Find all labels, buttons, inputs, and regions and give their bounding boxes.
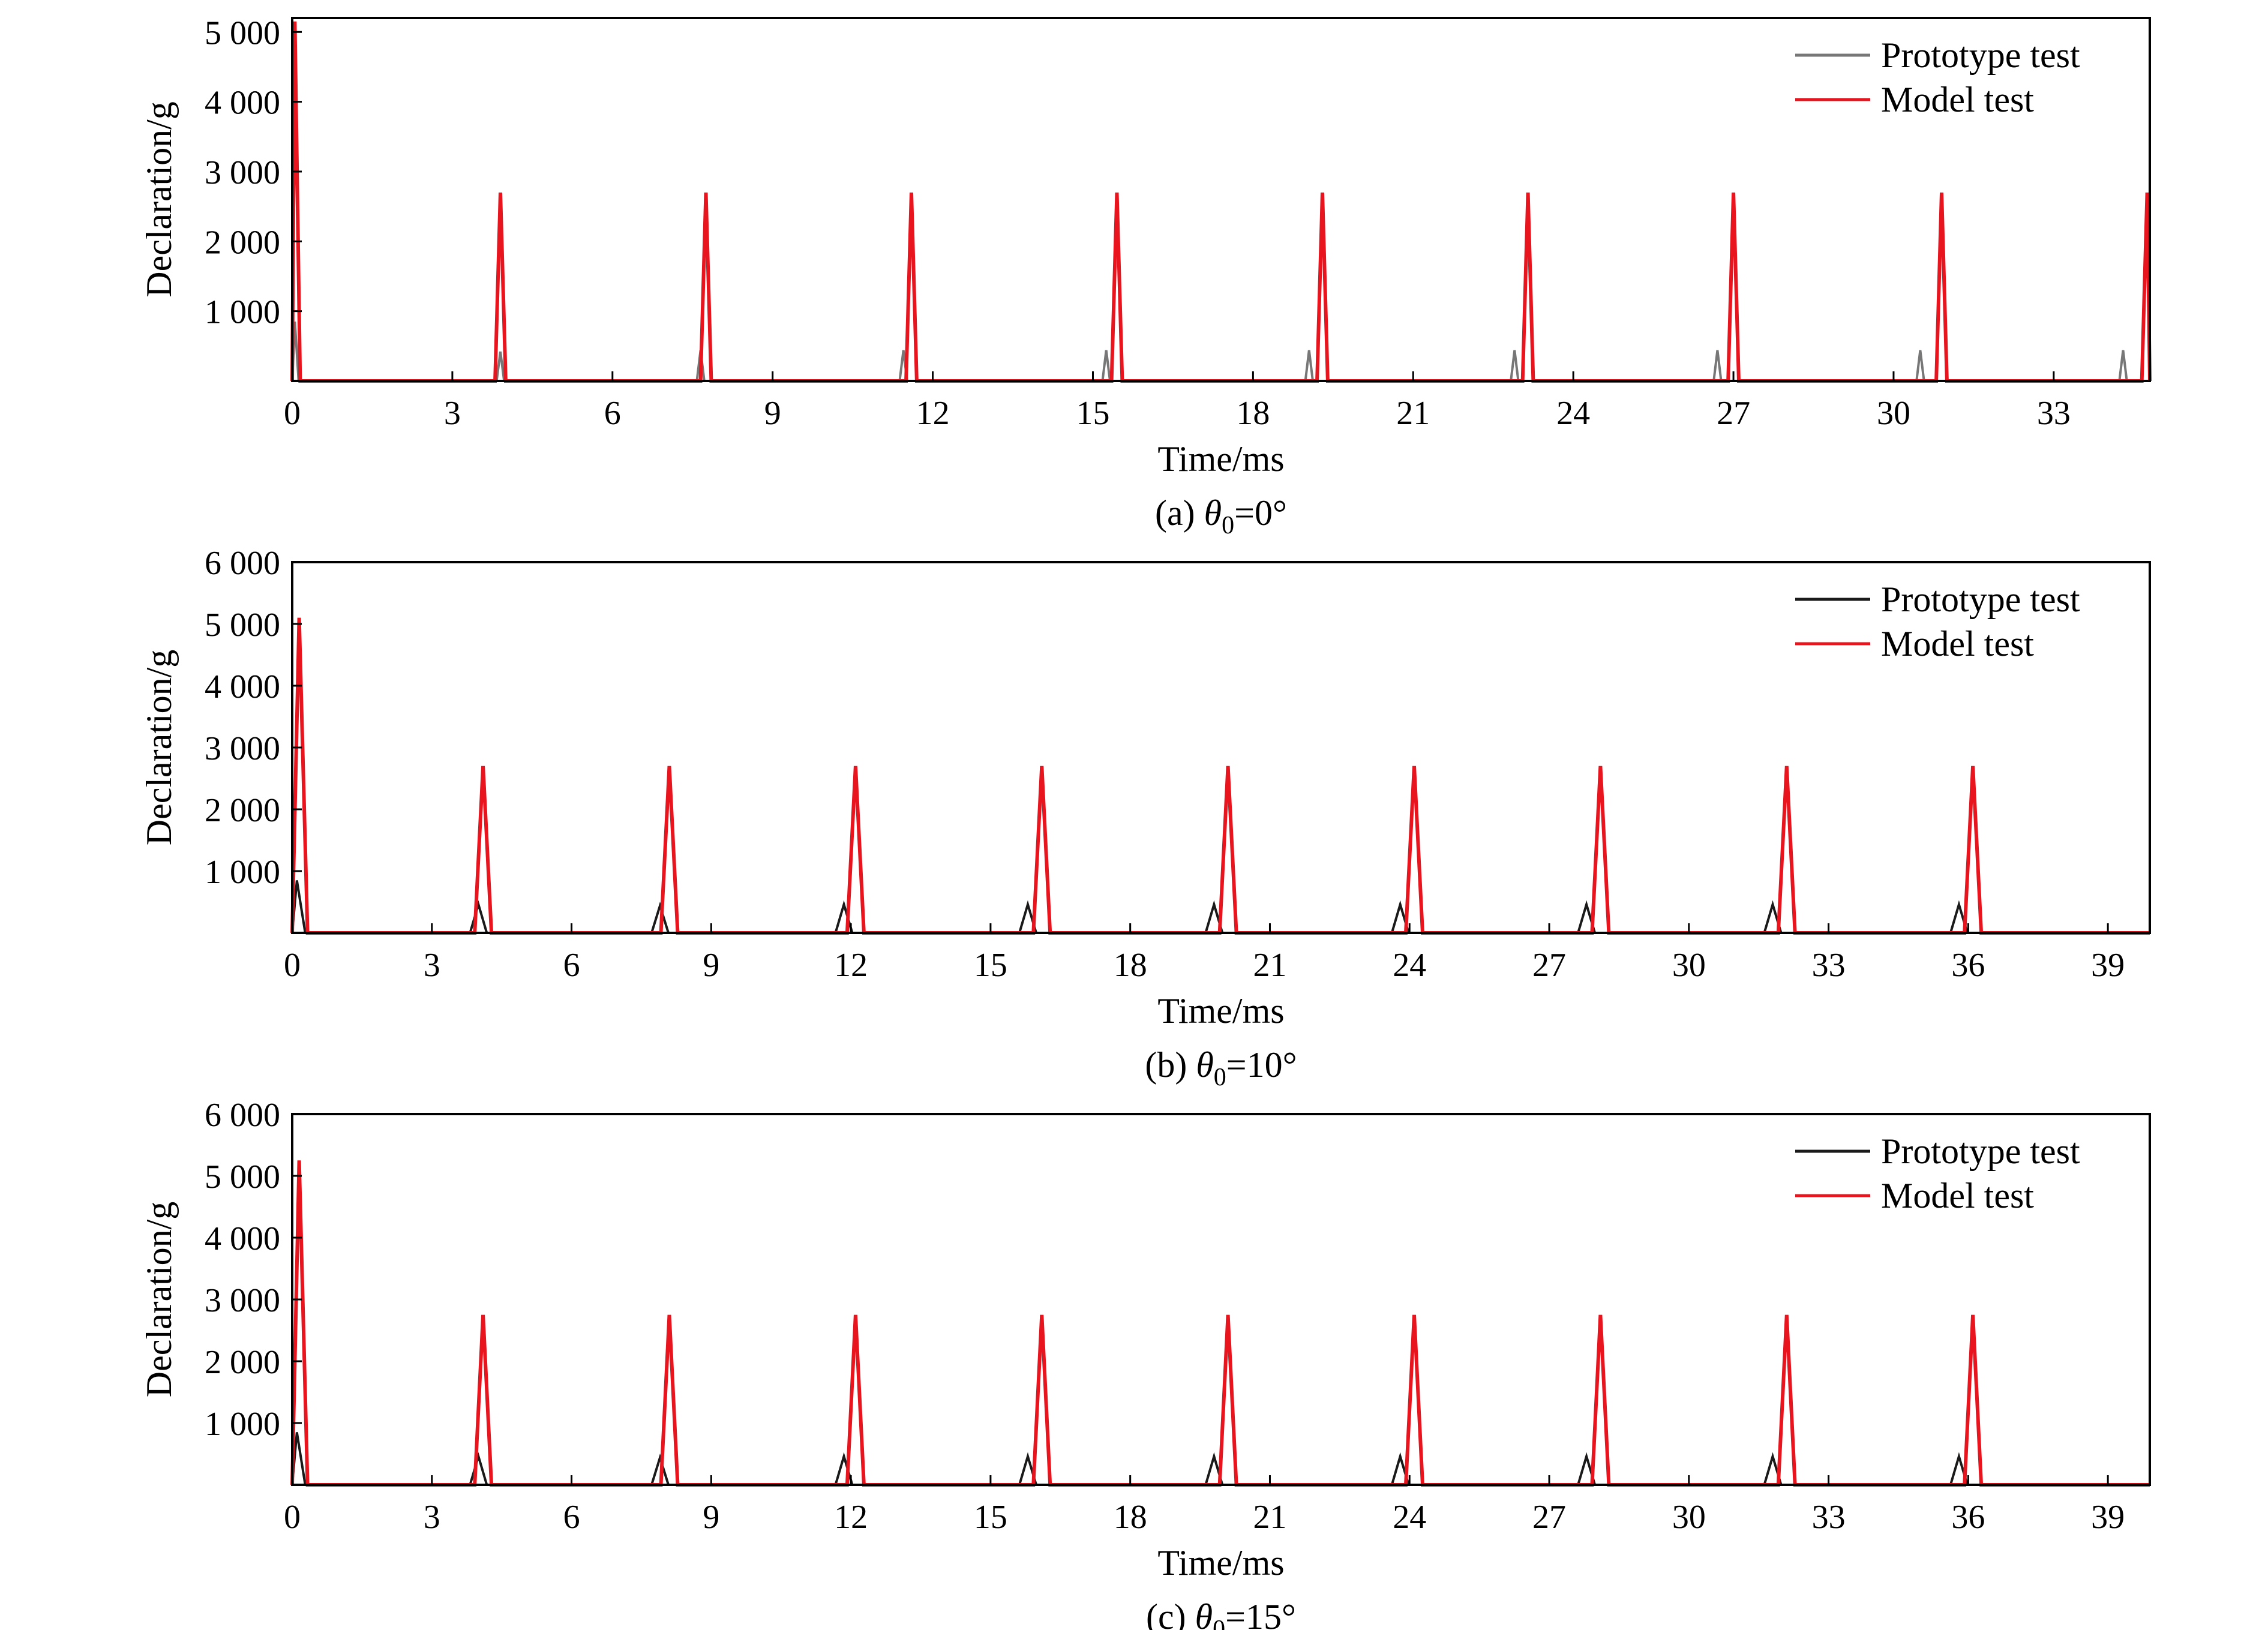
y-tick-label: 2 000 (205, 792, 280, 829)
y-axis-label: Declaration/g (139, 650, 179, 846)
legend-label: Prototype test (1881, 1131, 2080, 1171)
x-tick-label: 24 (1393, 947, 1426, 984)
caption-symbol: θ (1196, 1045, 1213, 1085)
panel-caption: (a) θ0=0° (1155, 493, 1287, 539)
x-tick-label: 12 (916, 395, 950, 432)
x-tick-label: 21 (1396, 395, 1430, 432)
x-tick-label: 12 (834, 947, 868, 984)
x-tick-label: 18 (1114, 947, 1147, 984)
x-tick-label: 6 (563, 947, 580, 984)
caption-subscript: 0 (1214, 1064, 1226, 1091)
caption-prefix: (a) (1155, 493, 1204, 533)
x-tick-label: 3 (424, 1499, 440, 1536)
legend: Prototype test Model test (1795, 580, 2080, 664)
x-tick-label: 18 (1236, 395, 1270, 432)
x-tick-label: 39 (2091, 1499, 2125, 1536)
x-tick-label: 9 (703, 947, 719, 984)
caption-prefix: (c) (1146, 1597, 1195, 1630)
legend: Prototype test Model test (1795, 35, 2080, 119)
y-tick-label: 2 000 (205, 1344, 280, 1381)
x-tick-label: 24 (1393, 1499, 1426, 1536)
caption-suffix: =15° (1225, 1597, 1296, 1630)
legend: Prototype test Model test (1795, 1131, 2080, 1215)
chart-panel-1: 0 3 6 9 12 15 18 21 24 27 30 33 1 000 2 000 3 000 4 000… (139, 14, 2152, 539)
y-tick-label: 5 000 (205, 1158, 280, 1196)
legend-label: Model test (1881, 1176, 2034, 1215)
x-tick-label: 3 (444, 395, 461, 432)
x-tick-label: 33 (2037, 395, 2071, 432)
x-tick-label: 12 (834, 1499, 868, 1536)
y-tick-label: 3 000 (205, 1282, 280, 1319)
x-tick-label: 39 (2091, 947, 2125, 984)
x-tick-label: 33 (1812, 1499, 1846, 1536)
plot-frame (291, 17, 2151, 382)
legend-label: Prototype test (1881, 580, 2080, 619)
y-tick-label: 4 000 (205, 1220, 280, 1257)
x-tick-label: 21 (1253, 947, 1286, 984)
x-tick-label: 6 (563, 1499, 580, 1536)
series-line-model (290, 1160, 2150, 1487)
y-axis-label: Declaration/g (139, 1202, 179, 1398)
y-tick-label: 1 000 (205, 294, 280, 331)
y-tick-label: 4 000 (205, 85, 280, 122)
y-tick-label: 1 000 (205, 1406, 280, 1443)
x-tick-label: 18 (1114, 1499, 1147, 1536)
x-tick-label: 30 (1672, 947, 1706, 984)
y-tick-label: 4 000 (205, 668, 280, 706)
x-axis-label: Time/ms (1157, 991, 1284, 1031)
panel-caption: (b) θ0=10° (1145, 1045, 1297, 1091)
panel-caption: (c) θ0=15° (1146, 1597, 1296, 1630)
x-tick-label: 9 (703, 1499, 719, 1536)
x-tick-label: 6 (604, 395, 621, 432)
x-tick-label: 21 (1253, 1499, 1286, 1536)
x-tick-label: 36 (1951, 1499, 1985, 1536)
x-tick-label: 30 (1672, 1499, 1706, 1536)
legend-label: Model test (1881, 80, 2034, 119)
series-line-prototype (291, 321, 2150, 382)
x-tick-label: 15 (1076, 395, 1109, 432)
x-tick-label: 36 (1951, 947, 1985, 984)
y-tick-label: 5 000 (205, 607, 280, 644)
x-axis-label: Time/ms (1157, 1543, 1284, 1583)
caption-subscript: 0 (1213, 1616, 1225, 1630)
x-axis-label: Time/ms (1157, 439, 1284, 479)
x-tick-label: 15 (974, 947, 1007, 984)
x-tick-label: 30 (1877, 395, 1910, 432)
caption-suffix: =0° (1234, 493, 1287, 533)
y-tick-label: 6 000 (205, 545, 280, 582)
y-tick-label: 3 000 (205, 154, 280, 191)
x-tick-label: 9 (764, 395, 781, 432)
x-tick-label: 3 (424, 947, 440, 984)
caption-subscript: 0 (1222, 512, 1234, 539)
caption-suffix: =10° (1226, 1045, 1297, 1085)
x-tick-label: 15 (974, 1499, 1007, 1536)
x-tick-label: 27 (1532, 947, 1566, 984)
caption-prefix: (b) (1145, 1045, 1196, 1085)
y-tick-label: 5 000 (205, 14, 280, 52)
y-tick-label: 6 000 (205, 1097, 280, 1134)
y-axis-label: Declaration/g (139, 101, 179, 298)
series-line-model (290, 617, 2150, 935)
y-tick-label: 1 000 (205, 854, 280, 891)
x-tick-label: 24 (1556, 395, 1590, 432)
x-tick-label: 0 (284, 947, 301, 984)
y-tick-label: 2 000 (205, 224, 280, 261)
series-line-model (290, 21, 2152, 383)
x-tick-label: 27 (1532, 1499, 1566, 1536)
caption-symbol: θ (1204, 493, 1222, 533)
legend-label: Model test (1881, 624, 2034, 664)
caption-symbol: θ (1195, 1597, 1213, 1630)
legend-label: Prototype test (1881, 35, 2080, 75)
y-tick-label: 3 000 (205, 730, 280, 767)
x-tick-label: 33 (1812, 947, 1846, 984)
x-tick-label: 0 (284, 395, 301, 432)
x-tick-label: 27 (1717, 395, 1750, 432)
x-tick-label: 0 (284, 1499, 301, 1536)
